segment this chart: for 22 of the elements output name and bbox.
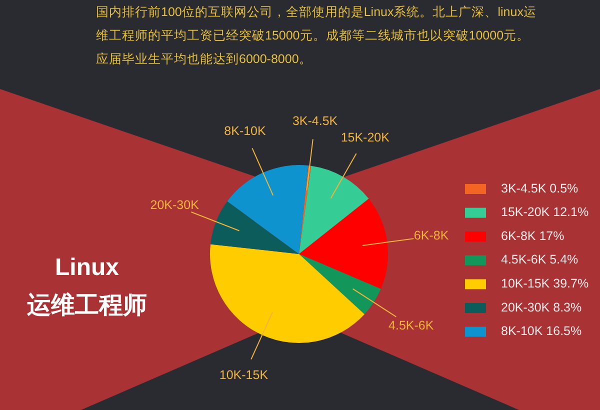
pie-slice bbox=[210, 244, 364, 343]
slice-label: 20K-30K bbox=[150, 198, 200, 212]
pie-slice bbox=[299, 254, 381, 314]
pie-slice bbox=[299, 166, 369, 254]
legend-label: 6K-8K bbox=[414, 228, 450, 243]
slice-label: 10K-15K bbox=[219, 368, 269, 382]
slice-label: 8K-10K bbox=[224, 124, 267, 138]
category-label: 10K-15K 39.7% bbox=[501, 276, 589, 290]
category-label: 15K-20K 12.1% bbox=[501, 205, 589, 220]
pie-slice bbox=[210, 201, 299, 254]
category-label: 20K-30K 8.3% bbox=[501, 300, 582, 314]
slice-label: 4.5K-6K bbox=[388, 318, 434, 333]
category-label: 6K-8K 17% bbox=[501, 228, 564, 243]
pie-slice bbox=[227, 165, 308, 254]
slice-label: 3K-4.5K bbox=[292, 114, 338, 128]
text: 国内排行前100位的互联网公司，全部使用的是Linux系统。北上广深、linux运维工程师的平均工资已经突破15000元。成都等二线城市也以突破10000元。应届毕业生平均也能达到6000-8000。 bbox=[96, 5, 536, 66]
pie-slice bbox=[299, 198, 388, 289]
slice-label: 15K-20K bbox=[340, 130, 390, 144]
category-label: 3K-4.5K 0.5% bbox=[501, 181, 578, 196]
text: Linux 运维工程师 bbox=[26, 254, 147, 319]
category-label: 8K-10K 16.5% bbox=[501, 324, 582, 338]
category-label: 4.5K-6K 5.4% bbox=[501, 252, 578, 267]
